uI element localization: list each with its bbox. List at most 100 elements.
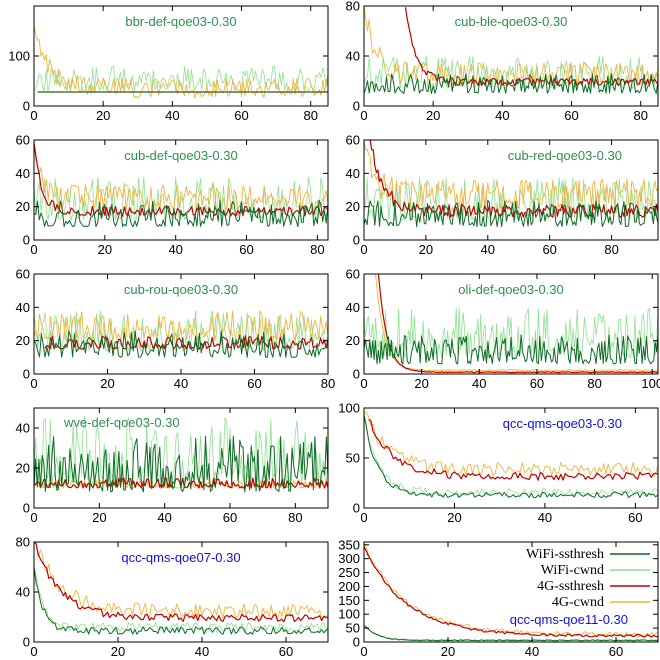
y-tick-label: 40: [346, 166, 360, 181]
x-tick-label: 0: [30, 108, 37, 123]
series-g4-ssthresh: [44, 335, 328, 350]
x-tick-label: 20: [441, 644, 455, 659]
y-tick-label: 40: [346, 300, 360, 315]
series-wifi-ssthresh: [34, 435, 328, 493]
x-tick-label: 40: [525, 644, 539, 659]
plot-frame: [33, 407, 329, 509]
x-tick-label: 20: [426, 108, 440, 123]
panel-title: qcc-qms-qoe03-0.30: [503, 416, 622, 431]
x-tick-label: 20: [447, 510, 461, 525]
x-tick-label: 20: [414, 376, 428, 391]
x-tick-label: 20: [111, 644, 125, 659]
series-g4-ssthresh: [364, 546, 658, 638]
y-tick-label: 20: [16, 199, 30, 214]
legend-label: WiFi-cwnd: [541, 563, 604, 578]
panel-4: 0 20 40 60 80 0 20 40 60 cub-red-qoe03-0.30: [346, 133, 659, 257]
series-g4-ssthresh: [369, 140, 658, 218]
y-tick-label: 40: [16, 421, 30, 436]
y-tick-label: 0: [353, 501, 360, 516]
y-tick-label: 0: [23, 635, 30, 650]
panel-title: wve-def-qoe03-0.30: [63, 415, 180, 430]
series-g4-cwnd: [34, 310, 328, 342]
y-tick-label: 20: [16, 461, 30, 476]
y-tick-label: 20: [346, 333, 360, 348]
y-tick-label: 200: [338, 579, 360, 594]
x-tick-label: 40: [472, 376, 486, 391]
x-tick-label: 80: [321, 376, 335, 391]
x-tick-label: 0: [360, 376, 367, 391]
y-tick-label: 0: [23, 501, 30, 516]
x-tick-label: 80: [633, 108, 647, 123]
y-tick-label: 20: [16, 333, 30, 348]
y-tick-label: 60: [16, 133, 30, 148]
series-g4-cwnd: [34, 542, 328, 620]
panel-title: cub-def-qoe03-0.30: [124, 148, 237, 163]
x-tick-label: 20: [98, 242, 112, 257]
series-wifi-cwnd: [34, 565, 328, 633]
x-tick-label: 80: [587, 376, 601, 391]
x-tick-label: 100: [641, 376, 660, 391]
series-g4-cwnd: [364, 140, 658, 210]
y-tick-label: 20: [346, 199, 360, 214]
y-tick-label: 50: [346, 451, 360, 466]
series-wifi-ssthresh: [364, 625, 658, 642]
series-wifi-ssthresh: [364, 73, 658, 94]
y-tick-label: 350: [338, 537, 360, 552]
y-tick-label: 60: [16, 267, 30, 282]
plot-frame: [33, 139, 329, 241]
panel-title: qcc-qms-qoe07-0.30: [121, 550, 240, 565]
x-tick-label: 80: [288, 510, 302, 525]
x-tick-label: 0: [30, 242, 37, 257]
series-g4-cwnd: [364, 542, 658, 637]
plot-frame: [363, 139, 659, 241]
x-tick-label: 40: [168, 242, 182, 257]
x-tick-label: 0: [30, 376, 37, 391]
series-g4-cwnd: [364, 411, 658, 477]
panel-8: 0 20 40 60 0 50 100 qcc-qms-qoe03-0.30: [338, 401, 659, 525]
series-wifi-ssthresh: [34, 199, 328, 228]
series-g4-cwnd: [375, 274, 658, 372]
legend-label: 4G-ssthresh: [537, 579, 604, 594]
panel-9: 0 20 40 60 0 40 80 qcc-qms-qoe07-0.30: [16, 535, 329, 659]
x-tick-label: 0: [30, 644, 37, 659]
series-wifi-cwnd: [34, 176, 328, 221]
x-tick-label: 80: [604, 242, 618, 257]
series-g4-ssthresh: [368, 418, 658, 481]
x-tick-label: 60: [628, 510, 642, 525]
y-tick-label: 250: [338, 565, 360, 580]
x-tick-label: 60: [234, 108, 248, 123]
series-g4-cwnd: [34, 142, 328, 212]
series-wifi-ssthresh: [364, 415, 658, 499]
y-tick-label: 300: [338, 551, 360, 566]
y-tick-label: 80: [16, 535, 30, 550]
y-tick-label: 100: [8, 49, 30, 64]
legend-label: WiFi-ssthresh: [526, 547, 604, 562]
x-tick-label: 40: [538, 510, 552, 525]
panel-1: 0 20 40 60 80 0 100 bbr-def-qoe03-0.30: [8, 5, 329, 123]
panel-title: qcc-qms-qoe11-0.30: [510, 612, 628, 627]
panel-7: 0 20 40 60 80 0 20 40 wve-def-qoe03-0.30: [16, 407, 329, 525]
panel-title: bbr-def-qoe03-0.30: [125, 14, 236, 29]
x-tick-label: 0: [360, 242, 367, 257]
y-tick-label: 0: [353, 99, 360, 114]
x-tick-label: 80: [310, 242, 324, 257]
x-tick-label: 60: [542, 242, 556, 257]
x-tick-label: 60: [609, 644, 623, 659]
x-tick-label: 60: [247, 376, 261, 391]
x-tick-label: 80: [303, 108, 317, 123]
x-tick-label: 40: [165, 108, 179, 123]
x-tick-label: 60: [279, 644, 293, 659]
x-tick-label: 60: [239, 242, 253, 257]
x-tick-label: 20: [419, 242, 433, 257]
panel-3: 0 20 40 60 80 0 20 40 60 cub-def-qoe03-0.30: [16, 133, 329, 257]
x-tick-label: 0: [360, 108, 367, 123]
x-tick-label: 60: [530, 376, 544, 391]
y-tick-label: 0: [23, 367, 30, 382]
x-tick-label: 40: [174, 376, 188, 391]
y-tick-label: 100: [338, 401, 360, 416]
x-tick-label: 0: [30, 510, 37, 525]
y-tick-label: 0: [353, 233, 360, 248]
